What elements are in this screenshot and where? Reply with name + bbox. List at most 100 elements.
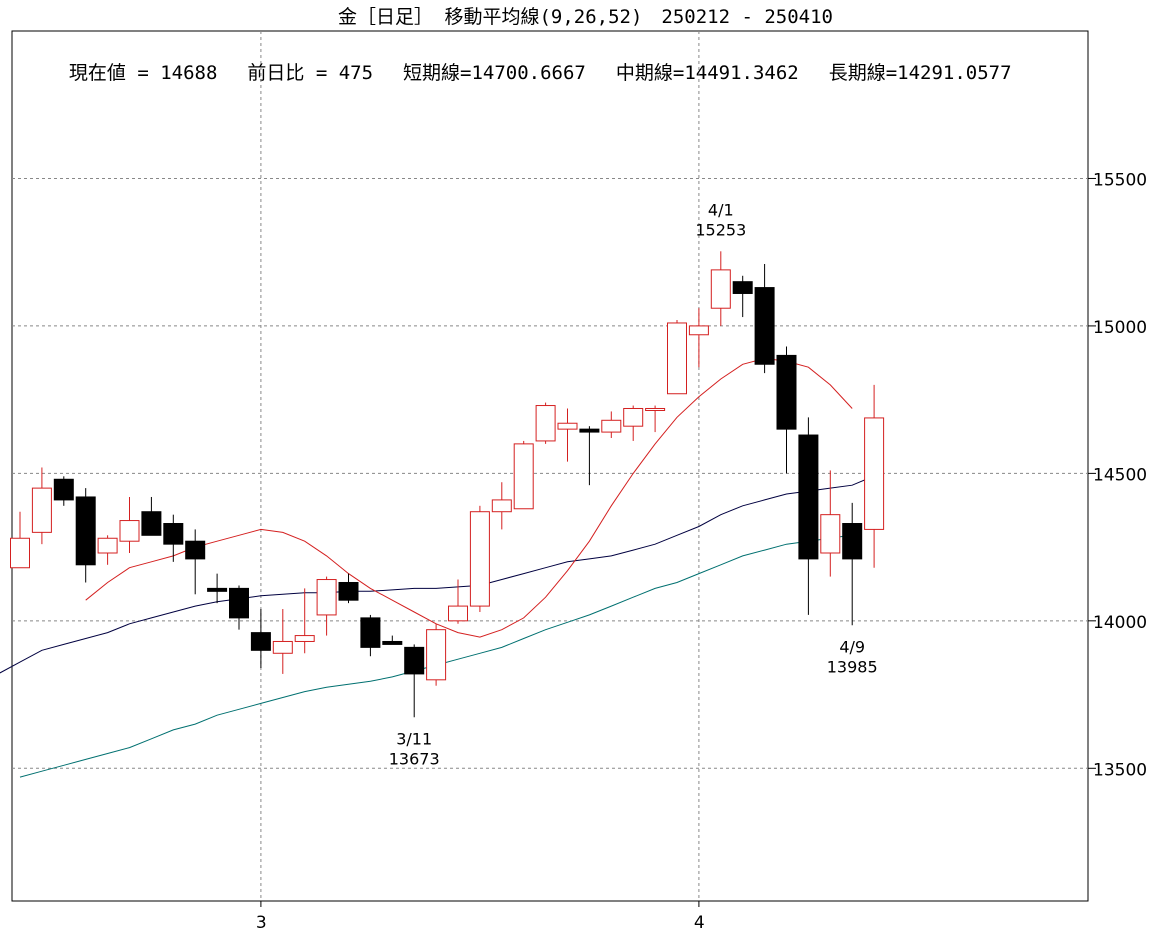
candles <box>10 251 885 718</box>
candle-body-up <box>601 419 622 433</box>
candle-body-down <box>360 617 381 648</box>
candle-body-down <box>579 428 600 433</box>
candle-body-down <box>53 478 74 501</box>
y-axis: 15500 15000 14500 14000 13500 <box>1088 170 1147 780</box>
candle-body-up <box>294 635 315 642</box>
candle <box>469 505 490 612</box>
candle <box>163 514 184 562</box>
candle-body-down <box>141 511 162 536</box>
annotation-date: 4/9 <box>839 637 865 656</box>
long-ma-value: 長期線=14291.0577 <box>828 62 1012 84</box>
candle <box>382 635 403 645</box>
candle-body-up <box>272 640 293 654</box>
candle-body-down <box>338 581 359 601</box>
candle <box>732 275 753 318</box>
candle <box>338 573 359 604</box>
short-ma-value: 短期線=14700.6667 <box>403 62 586 84</box>
candle-body-down <box>229 587 249 619</box>
candle-body-up <box>820 514 841 554</box>
candle <box>820 470 841 577</box>
annotation-value: 15253 <box>695 220 746 239</box>
grid-lines <box>12 31 1088 901</box>
candle-body-up <box>491 499 512 513</box>
candle <box>754 263 775 374</box>
candle <box>10 511 30 569</box>
plot-frame <box>11 30 1089 902</box>
candle-body-down <box>798 434 819 560</box>
current-value: 現在値 = 14688 <box>68 62 218 84</box>
candle <box>448 579 468 624</box>
chart-title: 金［日足］ 移動平均線(9,26,52) 250212 - 250410 <box>338 6 833 28</box>
x-tick-label: 4 <box>694 913 705 932</box>
candle <box>31 467 52 545</box>
candle <box>535 402 556 444</box>
candle <box>557 408 578 462</box>
annotation-date: 3/11 <box>396 729 432 748</box>
candle <box>842 502 863 626</box>
candle <box>75 488 96 583</box>
candle <box>97 535 118 565</box>
candle-body-up <box>97 537 118 554</box>
mid-ma-value: 中期線=14491.3462 <box>615 62 799 84</box>
candle <box>798 417 819 615</box>
candle <box>601 411 622 438</box>
candle-body-up <box>864 417 885 530</box>
candle <box>864 384 885 568</box>
x-tick-label: 3 <box>256 913 267 932</box>
candle-body-down <box>163 523 184 545</box>
candle-body-up <box>535 405 556 442</box>
candle-body-up <box>469 511 490 607</box>
candle-body-down <box>250 632 271 651</box>
candle-body-up <box>448 605 468 622</box>
candle-body-down <box>754 287 775 365</box>
candle-body-up <box>513 443 534 510</box>
candle <box>645 405 666 433</box>
candle <box>207 573 228 604</box>
candle <box>426 623 447 686</box>
candle <box>360 614 381 657</box>
candle-body-up <box>667 322 687 395</box>
candle-body-up <box>31 487 52 533</box>
candle <box>404 644 425 718</box>
candle <box>272 609 293 674</box>
candle-body-down <box>75 496 96 566</box>
candle <box>141 496 162 536</box>
stats-bar: 現在値 = 14688 前日比 = 475 短期線=14700.6667 中期線=14… <box>46 36 1042 85</box>
candle <box>513 440 534 510</box>
short-ma-line <box>85 357 853 638</box>
candle-body-up <box>119 520 140 542</box>
candle <box>294 588 315 654</box>
candle <box>688 308 709 368</box>
y-tick-label: 13500 <box>1093 760 1147 780</box>
candle-body-up <box>623 407 644 427</box>
y-tick-label: 14000 <box>1093 613 1147 633</box>
annotation-date: 4/1 <box>708 200 734 219</box>
candle <box>316 576 337 636</box>
candle-body-down <box>842 523 863 560</box>
candle-body-down <box>382 640 403 645</box>
candle-body-down <box>185 540 206 560</box>
y-tick-label: 14500 <box>1093 465 1147 485</box>
candle <box>623 405 644 441</box>
candle-body-down <box>404 646 425 675</box>
candle <box>710 251 731 326</box>
candle <box>667 320 687 395</box>
candle-body-up <box>645 407 666 411</box>
candle <box>579 426 600 486</box>
candle-body-up <box>557 422 578 430</box>
candle-body-up <box>316 579 337 616</box>
prev-day-change: 前日比 = 475 <box>247 62 374 84</box>
candle-body-up <box>688 325 709 336</box>
candle-body-up <box>426 629 447 681</box>
candle <box>491 482 512 530</box>
candle <box>776 346 797 474</box>
candle <box>119 496 140 553</box>
annotation-value: 13985 <box>827 657 878 676</box>
y-tick-label: 15500 <box>1093 170 1147 190</box>
candle <box>185 529 206 595</box>
candle <box>229 585 249 630</box>
y-tick-label: 15000 <box>1093 318 1147 338</box>
annotation-value: 13673 <box>389 749 440 768</box>
